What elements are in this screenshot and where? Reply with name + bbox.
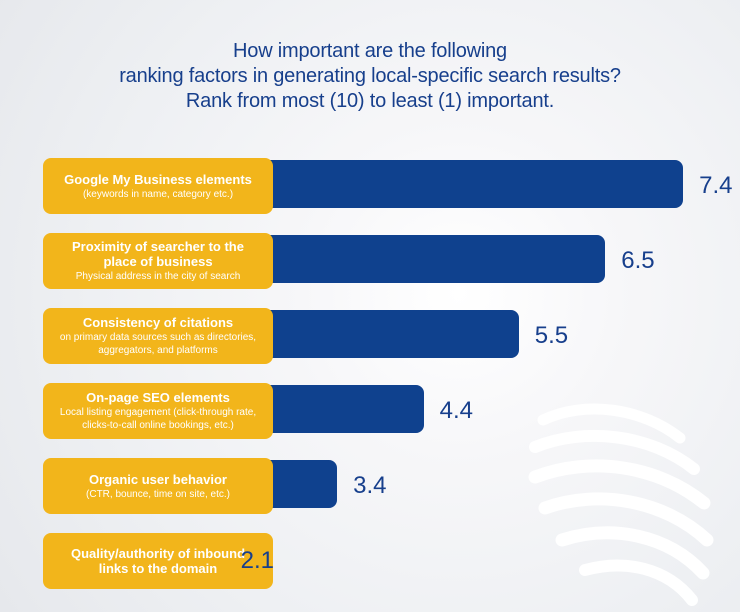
bar-label-title-on-page-seo-elements: On-page SEO elements [86, 390, 230, 405]
value-label-google-my-business: 7.4 [699, 172, 733, 199]
label-box-google-my-business: Google My Business elements (keywords in… [43, 158, 273, 214]
value-label-quality-authority-links: 2.1 [240, 547, 275, 574]
chart-title-line-3: Rank from most (10) to least (1) importa… [185, 90, 555, 112]
chart-title-line-1: How important are the following [233, 40, 507, 62]
value-label-consistency-of-citations: 5.5 [534, 322, 569, 349]
bar-label-subtitle-proximity-of-searcher: Physical address in the city of search [75, 271, 241, 282]
chart-title-line-2: ranking factors in generating local-spec… [119, 65, 621, 87]
bar-label-subtitle-organic-user-behavior: (CTR, bounce, time on site, etc.) [86, 488, 230, 500]
label-box-organic-user-behavior: Organic user behavior (CTR, bounce, time… [43, 458, 273, 514]
bar-label-title-google-my-business: Google My Business elements [64, 171, 252, 187]
bar-label-subtitle-google-my-business: (keywords in name, category etc.) [82, 188, 234, 200]
label-box-consistency-of-citations: Consistency of citations on primary data… [43, 308, 273, 364]
label-box-quality-authority-links: Quality/authority of inbound links to th… [43, 533, 273, 589]
label-box-proximity-of-searcher: Proximity of searcher to the place of bu… [43, 233, 273, 289]
value-label-organic-user-behavior: 3.4 [353, 472, 387, 499]
bar-label-subtitle-on-page-seo-elements: Local listing engagement (click-through … [59, 407, 257, 431]
bar-label-title-quality-authority-links: Quality/authority of inbound links to th… [70, 546, 246, 576]
bar-label-title-consistency-of-citations: Consistency of citations [82, 315, 234, 330]
value-label-on-page-seo-elements: 4.4 [439, 397, 473, 424]
bar-label-title-proximity-of-searcher: Proximity of searcher to the place of bu… [72, 239, 244, 269]
bar-label-subtitle-consistency-of-citations: on primary data sources such as director… [59, 332, 257, 356]
label-box-on-page-seo-elements: On-page SEO elements Local listing engag… [43, 383, 273, 439]
value-label-proximity-of-searcher: 6.5 [621, 247, 655, 274]
chart-title: How important are the following ranking … [70, 39, 670, 114]
bar-label-title-organic-user-behavior: Organic user behavior [89, 471, 227, 487]
